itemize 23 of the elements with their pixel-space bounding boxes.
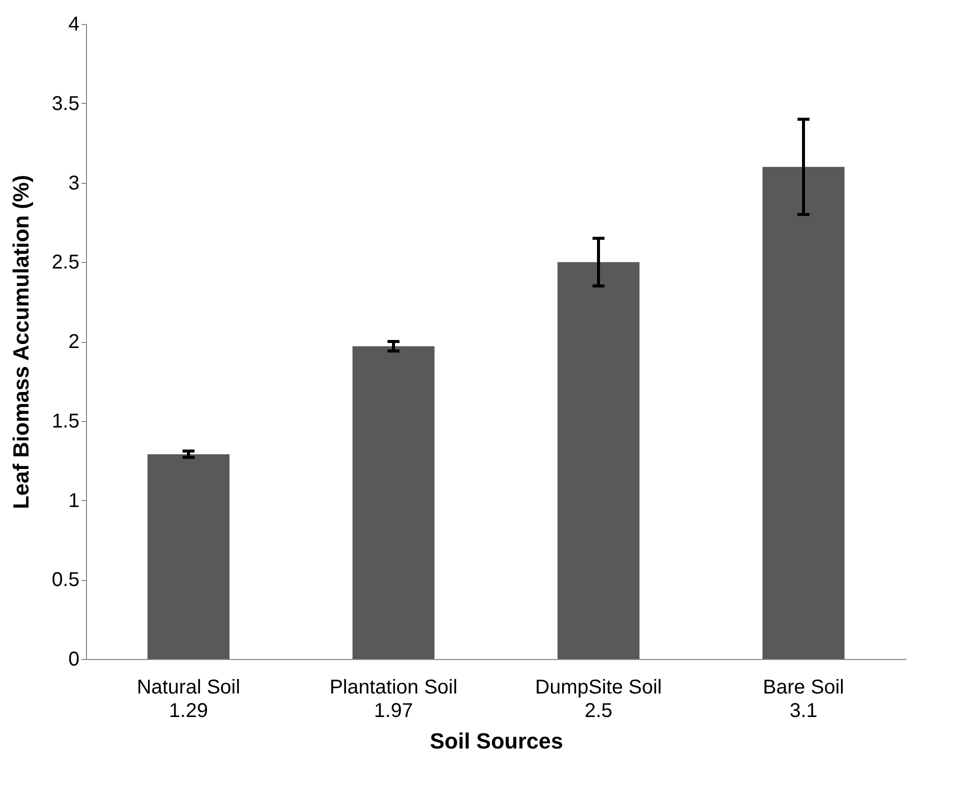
y-tick-label: 3.5 — [52, 92, 80, 115]
y-tick-label: 4 — [68, 14, 80, 36]
y-tick-label: 1 — [68, 490, 80, 512]
bar — [762, 166, 844, 659]
data-label: 1.29 — [169, 700, 208, 722]
y-tick-label: 1.5 — [52, 410, 80, 432]
data-label: 3.1 — [790, 700, 818, 722]
x-tick-label: Bare Soil — [762, 676, 844, 698]
data-label: 1.97 — [374, 700, 413, 722]
bar — [148, 454, 230, 659]
y-tick-label: 2 — [68, 331, 80, 353]
x-tick-label: Plantation Soil — [330, 676, 458, 698]
y-axis-title: Leaf Biomass Accumulation (%) — [8, 174, 34, 510]
bar — [558, 262, 640, 659]
bar — [352, 346, 434, 659]
y-tick-label: 2.5 — [52, 252, 80, 274]
y-tick-label: 0 — [68, 648, 80, 670]
y-tick-label: 0.5 — [52, 569, 80, 592]
x-tick-label: Natural Soil — [136, 676, 240, 698]
x-tick-label: DumpSite Soil — [535, 676, 662, 698]
data-label: 2.5 — [584, 700, 612, 722]
x-axis-title: Soil Sources — [430, 728, 564, 754]
y-tick-label: 3 — [68, 172, 80, 194]
